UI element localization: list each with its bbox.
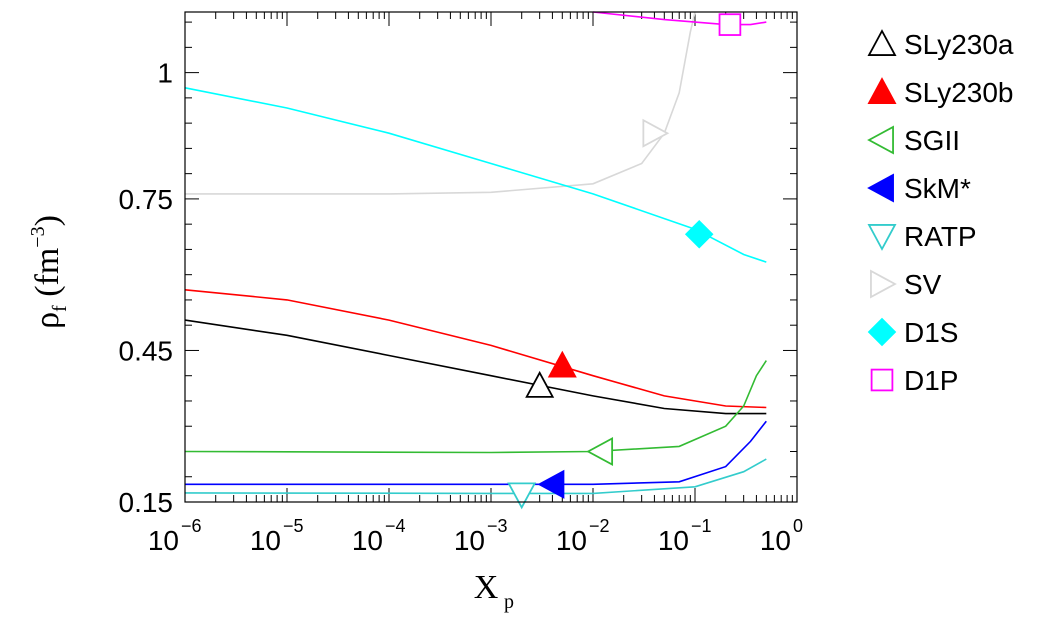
legend-marker	[867, 125, 894, 155]
series-line-sly230a	[184, 319, 767, 415]
legend-item: D1S	[867, 317, 958, 348]
marker-sgii	[586, 436, 614, 466]
series-line-sgii	[184, 360, 767, 454]
legend-label: D1P	[904, 365, 958, 396]
legend-item: SV	[870, 269, 942, 300]
legend-label: SkM*	[904, 173, 971, 204]
x-tick-label-base: 10	[148, 525, 179, 556]
x-axis-title-sub: p	[504, 591, 514, 613]
x-tick-label-base: 10	[556, 525, 587, 556]
legend-label: SV	[904, 269, 942, 300]
legend-marker	[867, 317, 897, 347]
legend: SLy230a SLy230b SGII SkM* RATP SV D1S D1P	[867, 29, 1014, 396]
legend-label: SLy230a	[904, 29, 1014, 60]
marker-d1p	[718, 13, 742, 36]
marker-sv	[642, 118, 670, 148]
y-axis-title-unit: (fm	[29, 248, 66, 306]
y-tick-label: 1	[157, 58, 173, 89]
x-tick-label-base: 10	[352, 525, 383, 556]
x-tick-label-exp: −5	[283, 516, 304, 536]
legend-marker	[870, 269, 897, 299]
x-tick-label-exp: −1	[691, 516, 712, 536]
x-axis-title-main: X	[474, 569, 499, 606]
x-tick-label-exp: −4	[385, 516, 406, 536]
series-line-sly230b	[184, 289, 767, 409]
tick-labels: 10 −6 10 −5 10 −4 10 −3 10 −2 10 −1 10 00.150.450.751	[119, 58, 804, 556]
series-line-d1p	[592, 11, 767, 26]
x-tick-label-exp: −3	[487, 516, 508, 536]
series-line-ratp	[184, 458, 767, 495]
x-tick-label-base: 10	[250, 525, 281, 556]
y-tick-label: 0.15	[119, 487, 174, 518]
legend-marker	[867, 224, 897, 251]
marker-skm	[537, 469, 565, 499]
markers-group	[507, 13, 742, 510]
x-tick-label-base: 10	[454, 525, 485, 556]
marker-sly230a	[525, 370, 555, 398]
marker-ratp	[507, 482, 537, 510]
x-tick-label-exp: −6	[181, 516, 202, 536]
legend-item: SLy230a	[867, 29, 1014, 60]
legend-label: RATP	[904, 221, 977, 252]
y-tick-label: 0.75	[119, 184, 174, 215]
y-axis-title-unit-close: )	[29, 215, 66, 226]
x-tick-label-exp: 0	[793, 516, 803, 536]
x-tick-label-base: 10	[760, 525, 791, 556]
x-tick-label-exp: −2	[589, 516, 610, 536]
legend-marker	[867, 173, 894, 203]
legend-label: D1S	[904, 317, 958, 348]
series-line-d1s	[184, 87, 767, 263]
series-line-sv	[185, 11, 696, 195]
legend-item: D1P	[870, 365, 958, 396]
y-axis-title: ρf (fm−3)	[27, 215, 71, 329]
x-tick-label-base: 10	[658, 525, 689, 556]
legend-marker	[867, 77, 897, 104]
legend-item: RATP	[867, 221, 977, 252]
y-tick-label: 0.45	[119, 335, 174, 366]
marker-d1s	[684, 219, 714, 249]
legend-marker	[870, 368, 894, 392]
plot-frame	[184, 11, 798, 503]
y-axis-title-sub: f	[49, 305, 71, 312]
axis-ticks	[184, 12, 798, 503]
legend-label: SLy230b	[904, 77, 1014, 108]
legend-item: SLy230b	[867, 77, 1014, 108]
y-axis-title-unit-exp: −3	[27, 226, 49, 247]
series-line-skm	[185, 420, 767, 486]
legend-label: SGII	[904, 125, 960, 156]
legend-item: SkM*	[867, 173, 971, 204]
legend-item: SGII	[867, 125, 960, 156]
marker-sly230b	[547, 350, 577, 378]
y-axis-title-main: ρ	[29, 312, 66, 329]
series-group	[184, 11, 767, 495]
legend-marker	[867, 29, 897, 56]
y-axis-title-text: ρf (fm−3)	[27, 215, 71, 329]
